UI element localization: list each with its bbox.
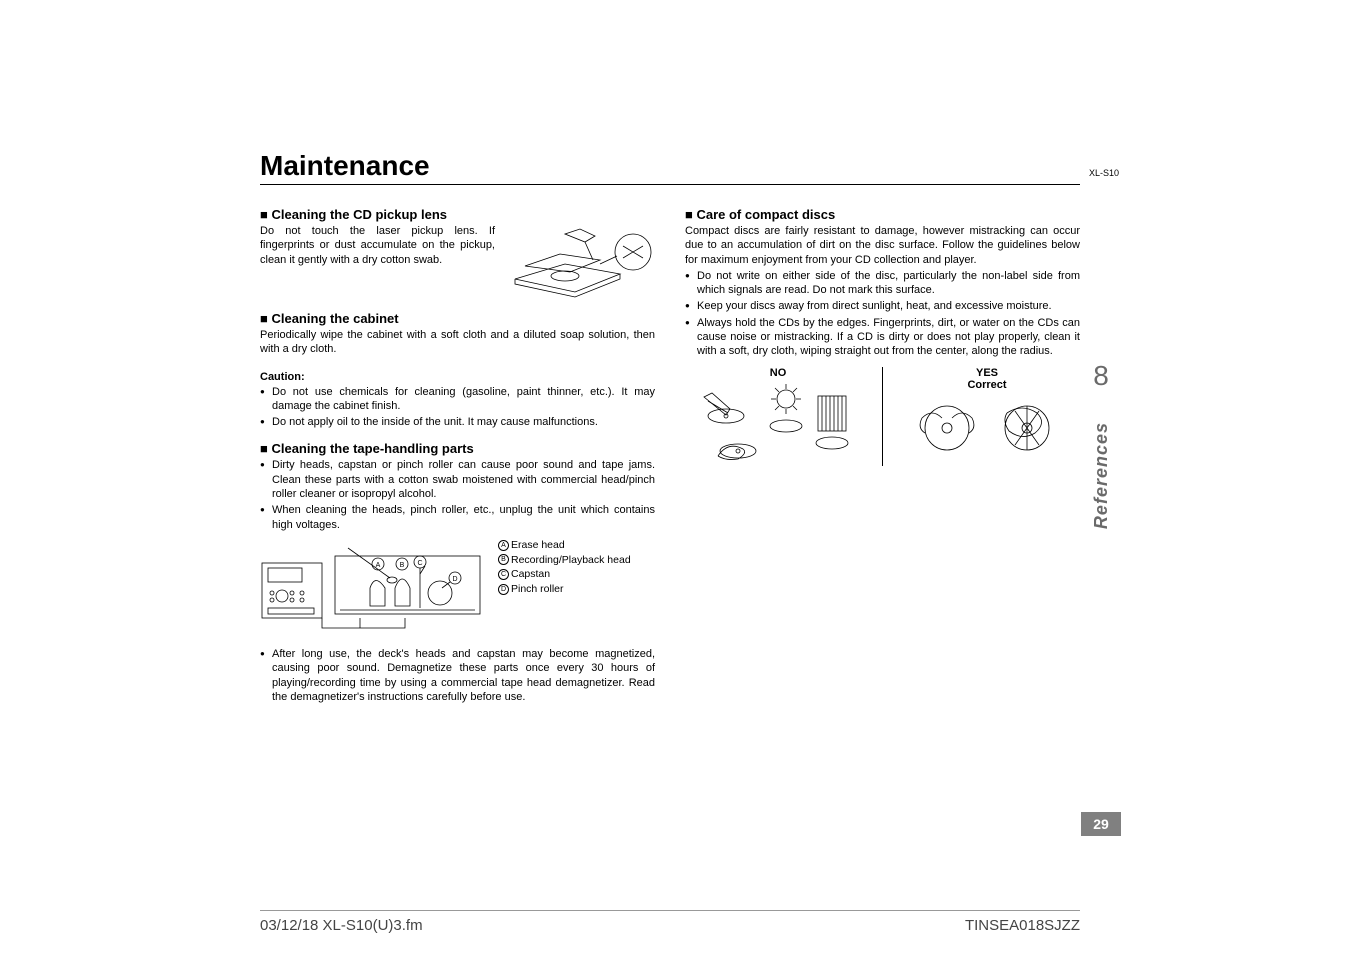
yes-illustration [907, 393, 1067, 463]
sidebar: 8 References 29 [1081, 360, 1121, 836]
page-number: 29 [1081, 812, 1121, 836]
tape-item: When cleaning the heads, pinch roller, e… [260, 503, 655, 532]
svg-text:D: D [452, 576, 457, 583]
no-illustration [698, 381, 858, 466]
legend-c: CCapstan [498, 567, 655, 582]
discs-list: Do not write on either side of the disc,… [685, 269, 1080, 359]
tape-after-list: After long use, the deck's heads and cap… [260, 647, 655, 704]
cabinet-caution-list: Do not use chemicals for cleaning (gasol… [260, 385, 655, 430]
right-column: Care of compact discs Compact discs are … [685, 195, 1080, 706]
lens-head: Cleaning the CD pickup lens [260, 207, 655, 222]
caution-item: Do not use chemicals for cleaning (gasol… [260, 385, 655, 414]
tape-head: Cleaning the tape-handling parts [260, 441, 655, 456]
legend-d: DPinch roller [498, 582, 655, 597]
legend-a: AErase head [498, 538, 655, 553]
yes-label: YES [907, 367, 1067, 379]
legend-b: BRecording/Playback head [498, 553, 655, 568]
section-tab: References [1085, 402, 1118, 549]
caution-label: Caution: [260, 371, 655, 383]
main-title: Maintenance [260, 150, 1080, 185]
discs-body: Compact discs are fairly resistant to da… [685, 224, 1080, 267]
correct-label: Correct [907, 379, 1067, 391]
chapter-number: 8 [1081, 360, 1121, 392]
cabinet-body: Periodically wipe the cabinet with a sof… [260, 328, 655, 357]
svg-text:C: C [417, 560, 422, 567]
two-column-layout: Cleaning the CD pickup lens Do not touch… [260, 195, 1080, 706]
tape-after: After long use, the deck's heads and cap… [260, 647, 655, 704]
disc-divider [882, 367, 883, 466]
caution-item: Do not apply oil to the inside of the un… [260, 415, 655, 429]
disc-yes-col: YES Correct [907, 367, 1067, 466]
footer-right: TINSEA018SJZZ [965, 917, 1080, 934]
tape-illustration: A B C D [260, 538, 490, 633]
discs-item: Do not write on either side of the disc,… [685, 269, 1080, 298]
tape-legend: AErase head BRecording/Playback head CCa… [498, 538, 655, 597]
tape-list: Dirty heads, capstan or pinch roller can… [260, 458, 655, 531]
no-label: NO [698, 367, 858, 379]
lens-body: Do not touch the laser pickup lens. If f… [260, 224, 495, 267]
lens-illustration [505, 224, 655, 299]
cabinet-head: Cleaning the cabinet [260, 311, 655, 326]
svg-text:A: A [376, 562, 381, 569]
disc-no-col: NO [698, 367, 858, 466]
discs-item: Keep your discs away from direct sunligh… [685, 299, 1080, 313]
svg-text:B: B [400, 562, 405, 569]
tape-item: Dirty heads, capstan or pinch roller can… [260, 458, 655, 501]
page-content: Maintenance Cleaning the CD pickup lens … [260, 150, 1080, 706]
model-label: XL-S10 [1089, 168, 1119, 178]
footer-left: 03/12/18 XL-S10(U)3.fm [260, 917, 423, 934]
left-column: Cleaning the CD pickup lens Do not touch… [260, 195, 655, 706]
discs-head: Care of compact discs [685, 207, 1080, 222]
footer: 03/12/18 XL-S10(U)3.fm TINSEA018SJZZ [260, 910, 1080, 934]
discs-item: Always hold the CDs by the edges. Finger… [685, 316, 1080, 359]
tape-diagram-row: A B C D AErase head BRecording/Playback … [260, 538, 655, 633]
disc-diagrams: NO [685, 367, 1080, 466]
